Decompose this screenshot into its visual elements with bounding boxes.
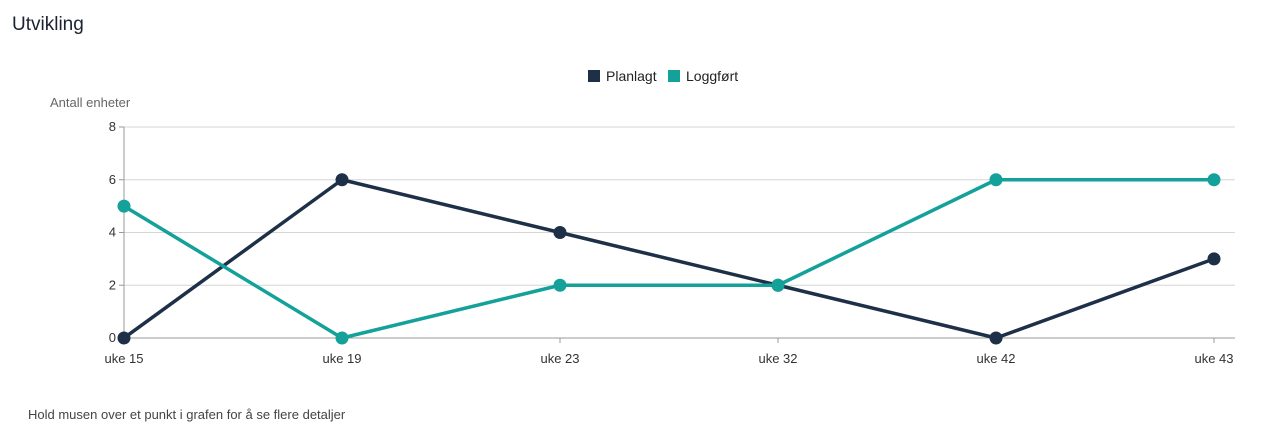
x-tick-label: uke 42 <box>976 351 1015 366</box>
data-point-planlagt[interactable] <box>989 331 1003 345</box>
data-point-planlagt[interactable] <box>117 331 131 345</box>
series-line-planlagt <box>122 178 1215 340</box>
line-chart: 0 2 4 6 8 uke 15 uke 19 uke 23 uke 32 uke 42 uke 4… <box>104 119 1235 366</box>
x-tick-label: uke 15 <box>104 351 143 366</box>
y-tick-label: 0 <box>109 330 116 345</box>
x-tick-label: uke 23 <box>540 351 579 366</box>
legend-item-loggfort[interactable]: Loggført <box>668 68 738 84</box>
y-tick-label: 2 <box>109 277 116 292</box>
chart-title: Utvikling <box>12 14 84 35</box>
legend: Planlagt Loggført <box>0 68 1274 88</box>
legend-label-planlagt: Planlagt <box>606 68 657 84</box>
y-tick-label: 4 <box>109 225 116 240</box>
x-tick-label: uke 19 <box>322 351 361 366</box>
y-tick-label: 8 <box>109 119 116 134</box>
data-point-loggfort[interactable] <box>771 278 785 292</box>
data-point-planlagt[interactable] <box>1207 252 1221 266</box>
data-point-planlagt[interactable] <box>553 226 567 239</box>
legend-swatch-planlagt <box>588 70 600 82</box>
data-point-loggfort[interactable] <box>117 199 131 213</box>
data-point-loggfort[interactable] <box>335 331 349 345</box>
hover-hint: Hold musen over et punkt i grafen for å … <box>28 407 346 422</box>
x-tick-label: uke 32 <box>758 351 797 366</box>
x-tick-label: uke 43 <box>1194 351 1233 366</box>
legend-label-loggfort: Loggført <box>686 68 739 84</box>
series-line-loggfort <box>123 178 1214 340</box>
data-point-loggfort[interactable] <box>989 173 1003 187</box>
y-axis-label: Antall enheter <box>50 95 131 110</box>
legend-item-planlagt[interactable]: Planlagt <box>588 68 657 84</box>
y-tick-label: 6 <box>109 172 116 187</box>
data-point-planlagt[interactable] <box>335 173 349 187</box>
data-point-loggfort[interactable] <box>1207 173 1221 187</box>
legend-swatch-loggfort <box>668 70 680 82</box>
data-point-loggfort[interactable] <box>553 278 567 292</box>
